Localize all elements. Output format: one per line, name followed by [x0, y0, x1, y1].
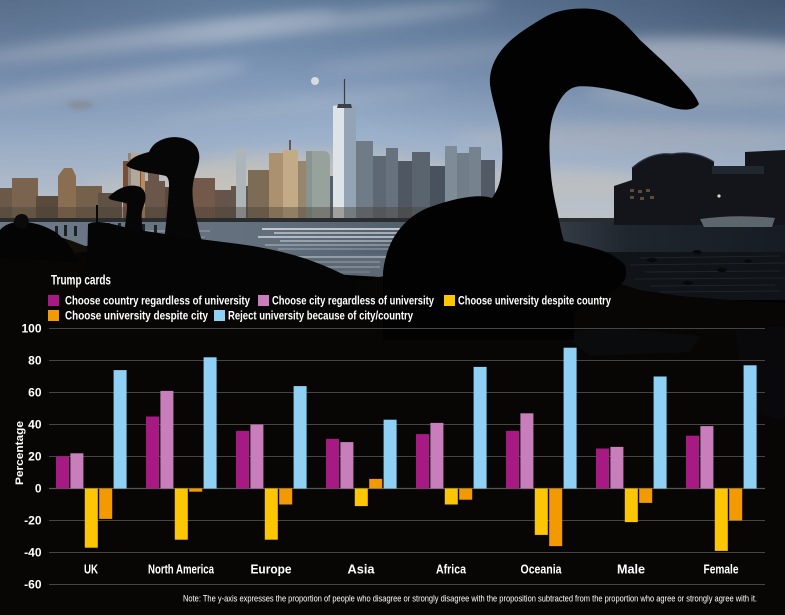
- svg-text:UK: UK: [84, 562, 98, 577]
- svg-text:Percentage: Percentage: [14, 421, 26, 485]
- svg-text:Note: The y-axis expresses the: Note: The y-axis expresses the proportio…: [183, 594, 757, 605]
- svg-text:Choose city regardless of univ: Choose city regardless of university: [272, 294, 434, 308]
- svg-text:Female: Female: [704, 562, 739, 577]
- svg-text:80: 80: [28, 354, 42, 368]
- svg-text:Male: Male: [617, 562, 645, 577]
- svg-text:-60: -60: [24, 578, 42, 592]
- svg-text:Choose university despite coun: Choose university despite country: [458, 294, 611, 308]
- svg-text:60: 60: [28, 386, 42, 400]
- svg-text:0: 0: [35, 482, 42, 496]
- svg-text:Choose country regardless of u: Choose country regardless of university: [65, 294, 250, 308]
- svg-text:100: 100: [21, 322, 41, 336]
- svg-text:Oceania: Oceania: [521, 562, 563, 577]
- svg-text:40: 40: [28, 418, 42, 432]
- svg-text:Choose university despite city: Choose university despite city: [65, 309, 208, 323]
- svg-text:Europe: Europe: [251, 562, 292, 577]
- svg-text:-20: -20: [24, 514, 42, 528]
- svg-text:North America: North America: [148, 562, 215, 577]
- svg-text:Trump cards: Trump cards: [51, 273, 111, 288]
- svg-text:Africa: Africa: [436, 562, 467, 577]
- svg-text:20: 20: [28, 450, 42, 464]
- svg-text:Asia: Asia: [348, 562, 376, 577]
- svg-text:-40: -40: [24, 546, 42, 560]
- svg-text:Reject university because of c: Reject university because of city/countr…: [228, 309, 413, 323]
